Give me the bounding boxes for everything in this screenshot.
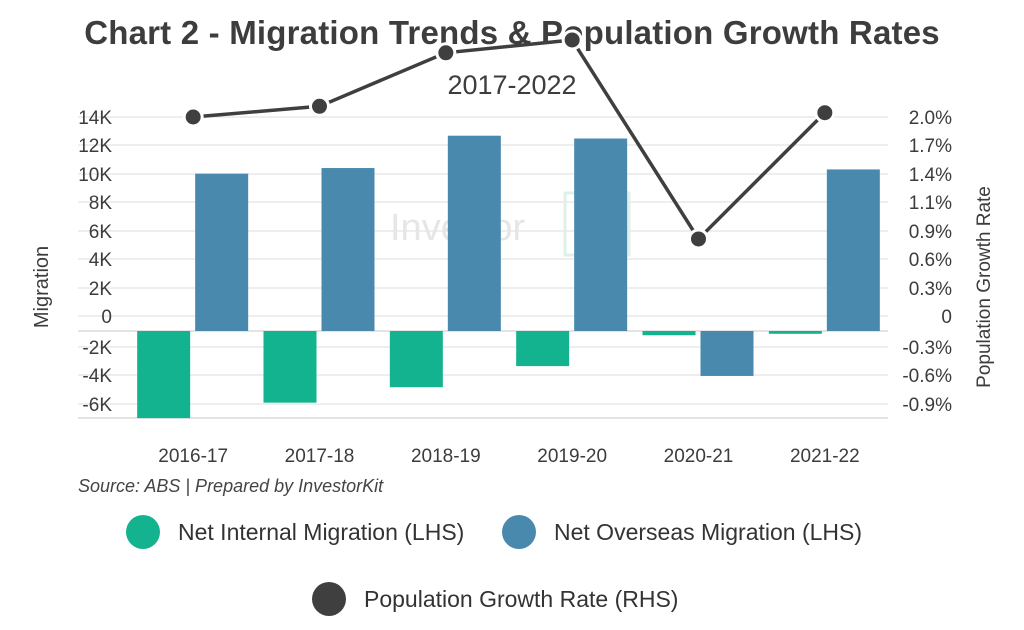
x-tick-label: 2021-22 xyxy=(790,446,860,467)
legend-label: Net Overseas Migration (LHS) xyxy=(554,518,863,545)
y-tick-label: 6K xyxy=(89,222,113,243)
y2-tick-label: 2.0% xyxy=(909,108,952,129)
legend-swatch-icon xyxy=(312,582,346,616)
y2-tick-label: 1.1% xyxy=(909,193,952,214)
y-axis-title: Migration xyxy=(31,246,53,328)
legend-label: Population Growth Rate (RHS) xyxy=(364,585,679,612)
population-growth-rate-point xyxy=(435,42,457,64)
population-growth-rate-point xyxy=(309,95,330,117)
population-growth-rate-line xyxy=(193,38,827,242)
y2-tick-label: 0.9% xyxy=(909,222,952,243)
y-tick-label: 4K xyxy=(89,250,113,271)
x-tick-label: 2016-17 xyxy=(158,446,228,467)
chart-subtitle: 2017-2022 xyxy=(447,70,577,100)
y2-tick-label: 1.4% xyxy=(909,165,952,186)
y2-tick-label: -0.3% xyxy=(902,338,952,359)
bar-net-overseas-migration xyxy=(447,135,501,331)
legend-item-net-internal-migration: Net Internal Migration (LHS) xyxy=(126,515,464,549)
bar-net-internal-migration xyxy=(768,331,822,334)
x-tick-label: 2018-19 xyxy=(411,446,481,467)
bar-net-overseas-migration xyxy=(700,331,754,376)
y2-tick-label: -0.6% xyxy=(902,366,952,387)
legend-swatch-icon xyxy=(126,515,160,549)
y2-tick-label: 0 xyxy=(941,307,952,328)
population-growth-rate-point xyxy=(561,29,583,51)
x-tick-label: 2017-18 xyxy=(285,446,355,467)
legend-item-population-growth-rate: Population Growth Rate (RHS) xyxy=(312,582,678,616)
bar-net-overseas-migration xyxy=(195,173,249,331)
y-tick-label: 14K xyxy=(78,108,112,129)
bar-net-internal-migration xyxy=(642,331,696,336)
y-tick-label: -6K xyxy=(82,395,112,416)
population-growth-rate-point xyxy=(688,228,709,250)
bar-net-internal-migration xyxy=(263,331,317,403)
population-growth-rate-point xyxy=(814,102,836,124)
bar-net-overseas-migration xyxy=(574,138,628,331)
bar-net-overseas-migration xyxy=(826,169,880,331)
x-tick-label: 2019-20 xyxy=(537,446,607,467)
y2-tick-label: 0.6% xyxy=(909,250,952,271)
y-tick-label: 2K xyxy=(89,279,113,300)
y-tick-label: -4K xyxy=(82,366,112,387)
legend-item-net-overseas-migration: Net Overseas Migration (LHS) xyxy=(502,515,862,549)
legend-swatch-icon xyxy=(502,515,536,549)
y-tick-label: 0 xyxy=(101,307,112,328)
y-tick-label: 8K xyxy=(89,193,113,214)
y2-tick-label: 0.3% xyxy=(909,279,952,300)
y-tick-label: 10K xyxy=(78,165,112,186)
y2-tick-label: 1.7% xyxy=(909,136,952,157)
population-growth-rate-point xyxy=(182,106,204,128)
bar-net-overseas-migration xyxy=(321,168,375,331)
y-tick-label: 12K xyxy=(78,136,112,157)
source-note: Source: ABS | Prepared by InvestorKit xyxy=(78,476,384,496)
bar-net-internal-migration xyxy=(516,331,570,367)
bar-net-internal-migration xyxy=(137,331,191,419)
y-tick-label: -2K xyxy=(82,338,112,359)
y2-axis-title: Population Growth Rate xyxy=(974,186,995,388)
y2-tick-label: -0.9% xyxy=(902,395,952,416)
legend-label: Net Internal Migration (LHS) xyxy=(178,518,465,545)
x-tick-label: 2020-21 xyxy=(664,446,734,467)
bar-net-internal-migration xyxy=(389,331,443,388)
